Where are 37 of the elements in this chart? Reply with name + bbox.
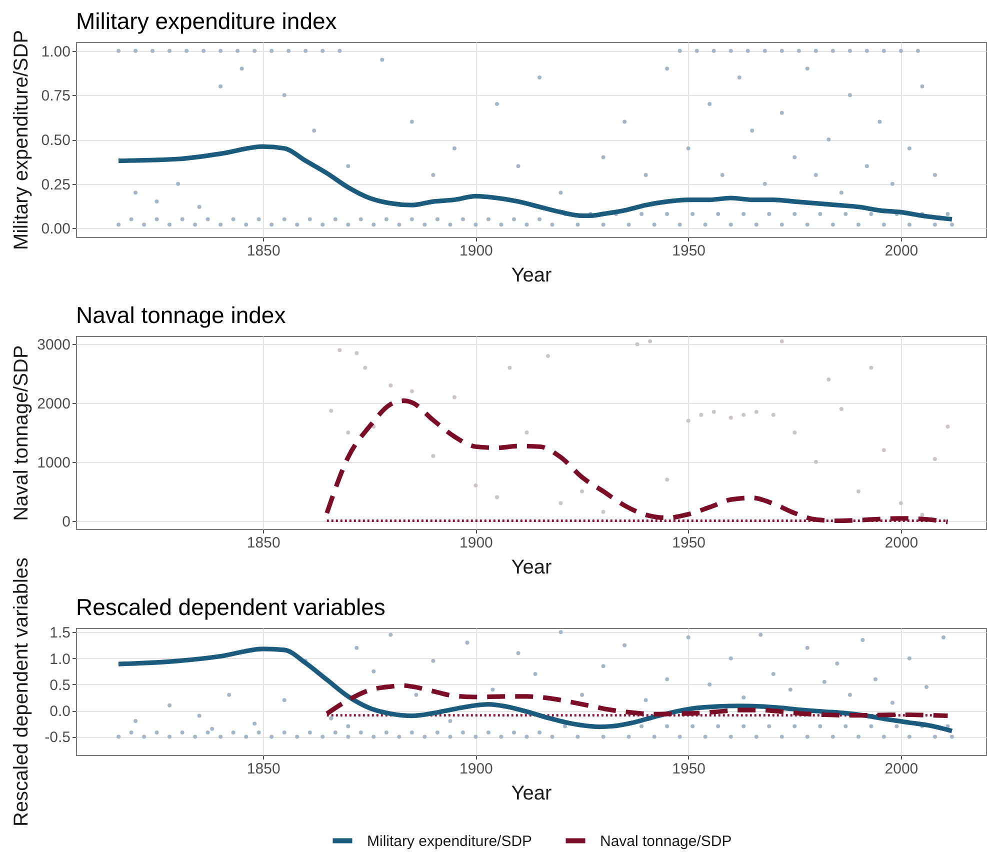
y-tick-label: 0.25 — [41, 176, 70, 194]
x-tick-label: 2000 — [884, 242, 918, 260]
y-tick-label: 2000 — [37, 396, 70, 413]
x-axis-title: Year — [511, 782, 552, 804]
chart-title: Rescaled dependent variables — [76, 594, 386, 620]
legend-label: Naval tonnage/SDP — [600, 832, 732, 850]
y-tick-label: 0.5 — [50, 676, 70, 694]
y-tick-label: 0.50 — [41, 132, 70, 149]
y-tick-label: 0.00 — [41, 220, 70, 238]
y-axis-title: Rescaled dependent variables — [10, 557, 32, 827]
y-tick-label: 0 — [62, 513, 70, 530]
x-tick-label: 1900 — [460, 534, 493, 552]
y-tick-label: 1.5 — [50, 624, 70, 642]
x-tick-label: 1950 — [672, 534, 706, 552]
y-tick-label: 0.75 — [41, 88, 70, 105]
x-tick-label: 1850 — [246, 534, 280, 552]
y-axis-title: Naval tonnage/SDP — [10, 345, 32, 521]
y-tick-label: 0.0 — [50, 703, 70, 720]
x-axis-title: Year — [511, 264, 552, 286]
x-tick-label: 1850 — [246, 760, 280, 778]
y-tick-label: -0.5 — [44, 729, 70, 746]
chart-title: Naval tonnage index — [76, 302, 286, 328]
x-tick-label: 1850 — [246, 242, 280, 260]
y-axis-title: Military expenditure/SDP — [10, 30, 32, 250]
y-tick-label: 1.00 — [41, 43, 70, 60]
chart-title: Military expenditure index — [76, 8, 338, 34]
x-axis-title: Year — [511, 556, 552, 578]
x-tick-label: 2000 — [884, 760, 918, 778]
x-tick-label: 1900 — [460, 760, 493, 778]
y-tick-label: 1.0 — [50, 650, 70, 668]
x-tick-label: 1950 — [672, 242, 706, 260]
y-tick-label: 1000 — [37, 454, 70, 472]
x-tick-label: 1950 — [672, 760, 706, 778]
x-tick-label: 1900 — [460, 242, 493, 260]
x-tick-label: 2000 — [884, 534, 918, 552]
legend-label: Military expenditure/SDP — [367, 832, 532, 850]
y-tick-label: 3000 — [37, 336, 70, 354]
